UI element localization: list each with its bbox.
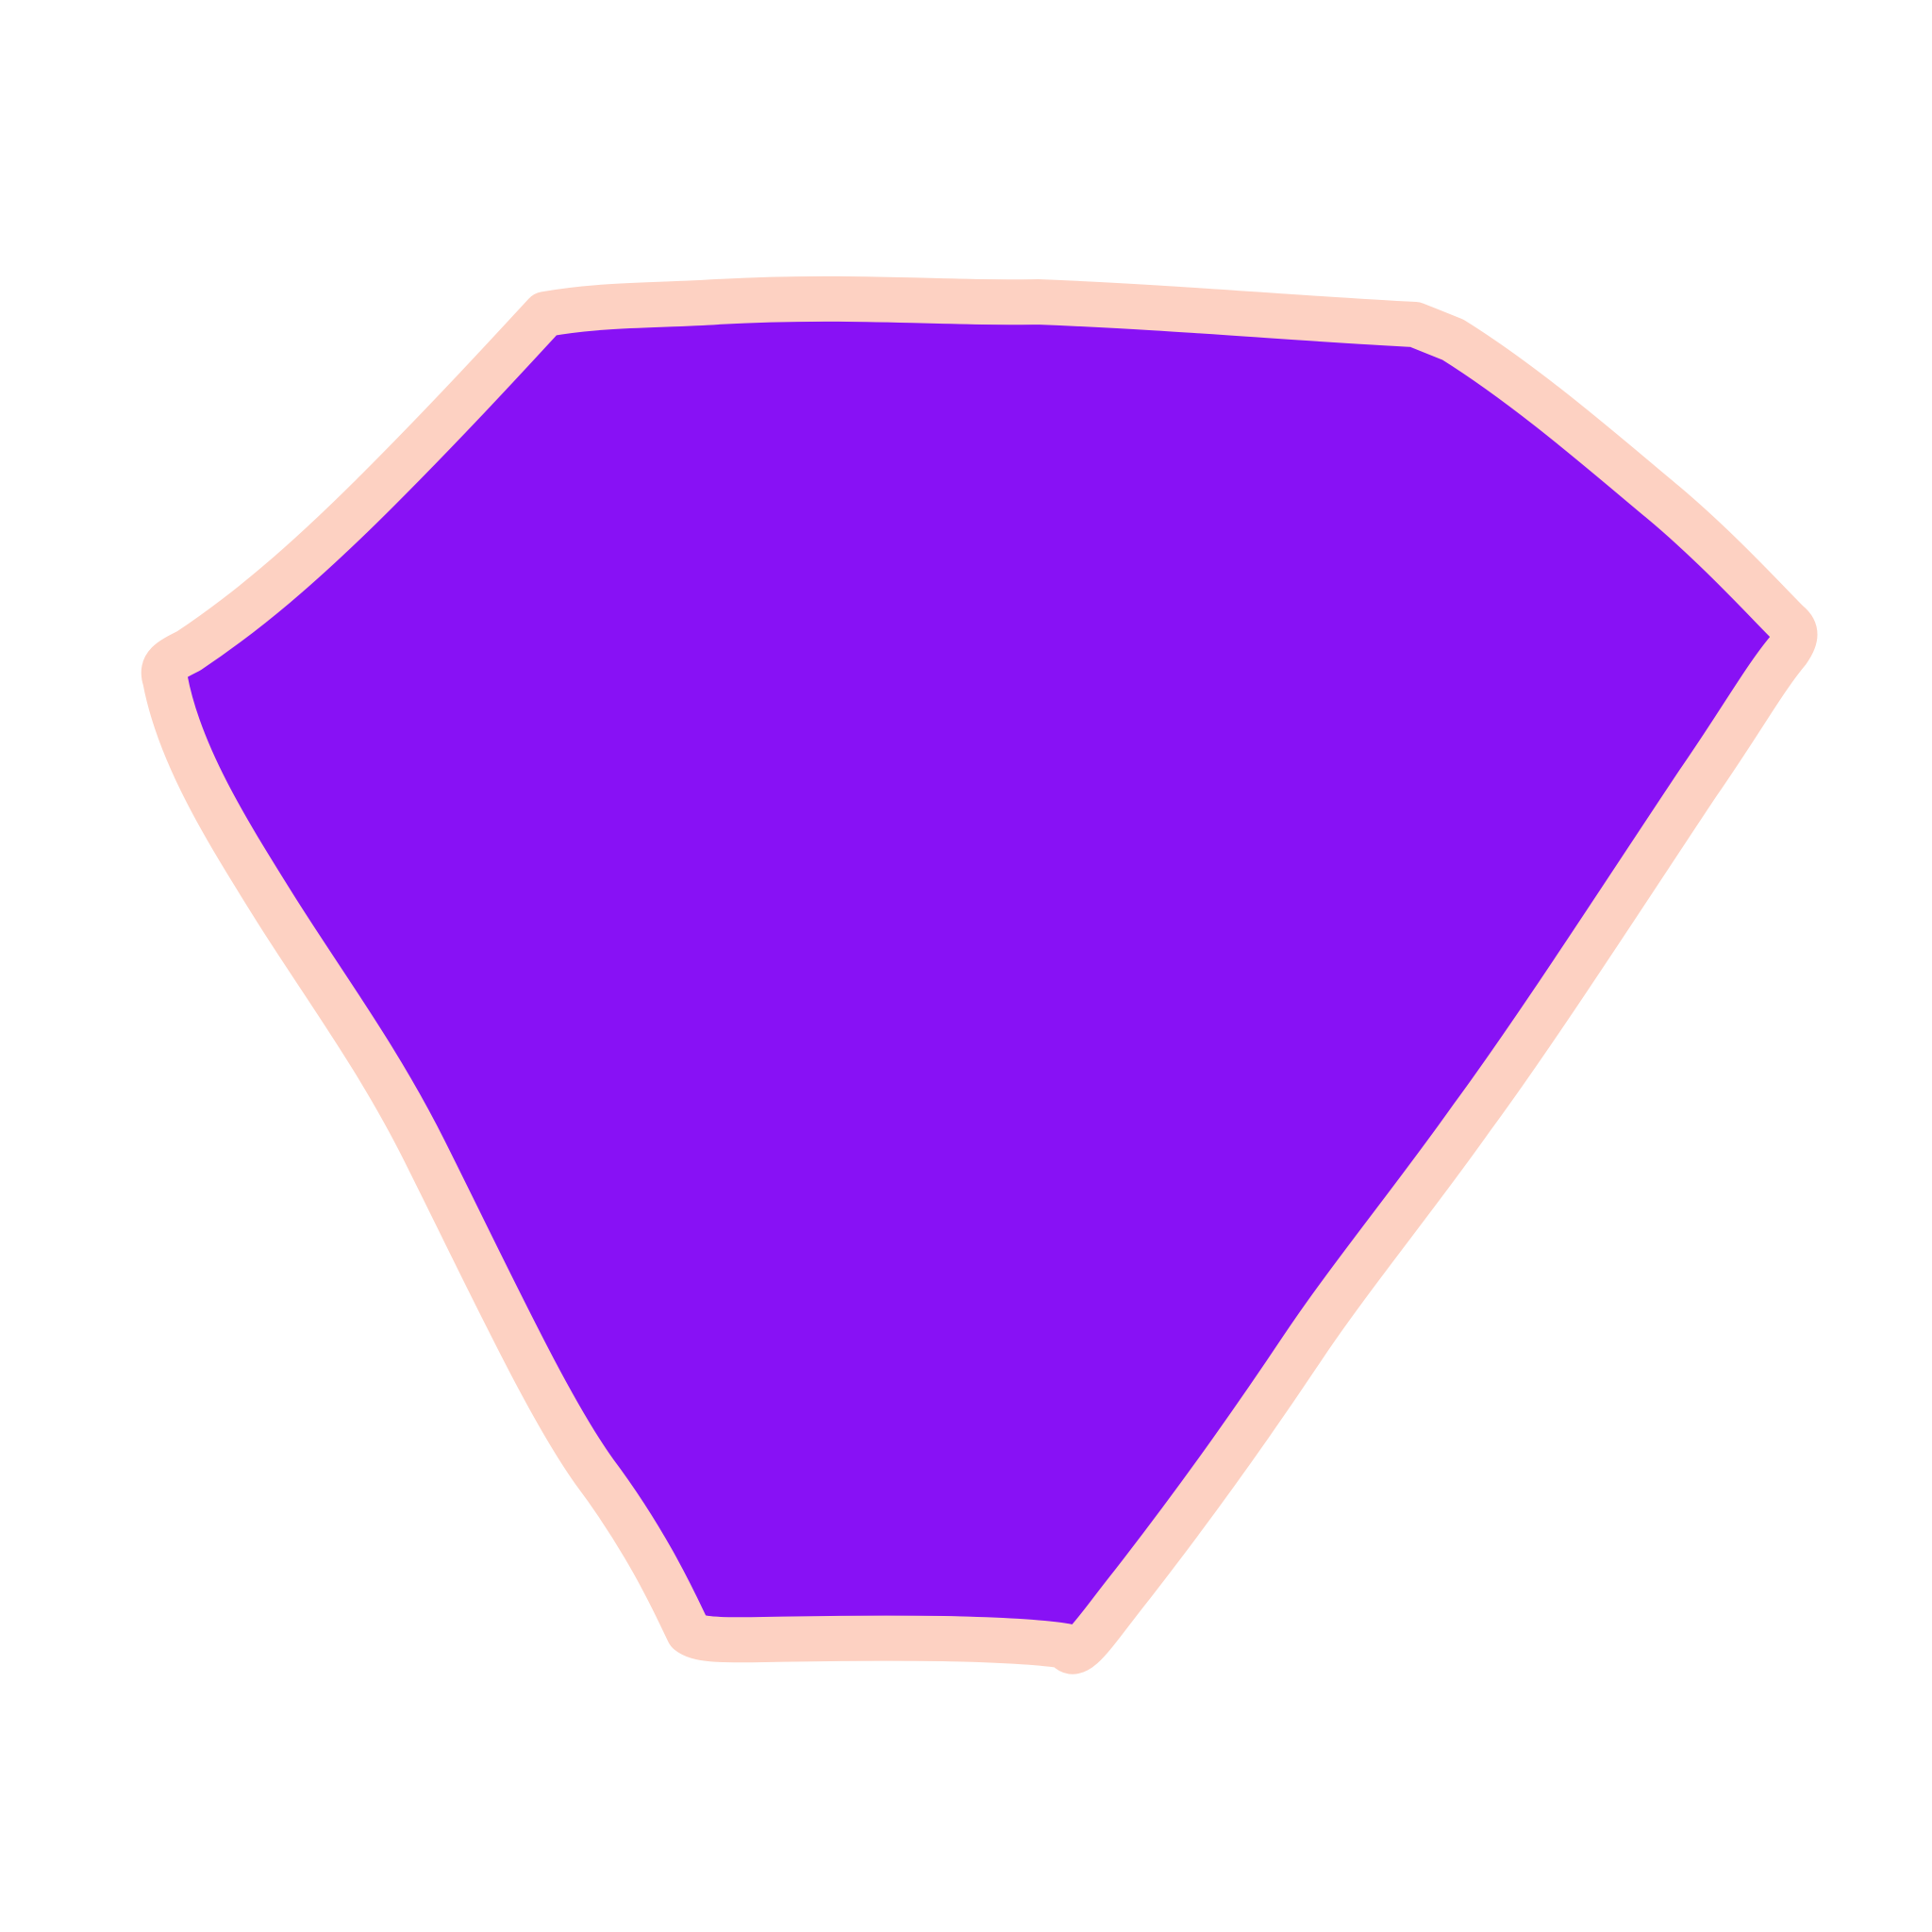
polygon-shape (141, 275, 1818, 1674)
